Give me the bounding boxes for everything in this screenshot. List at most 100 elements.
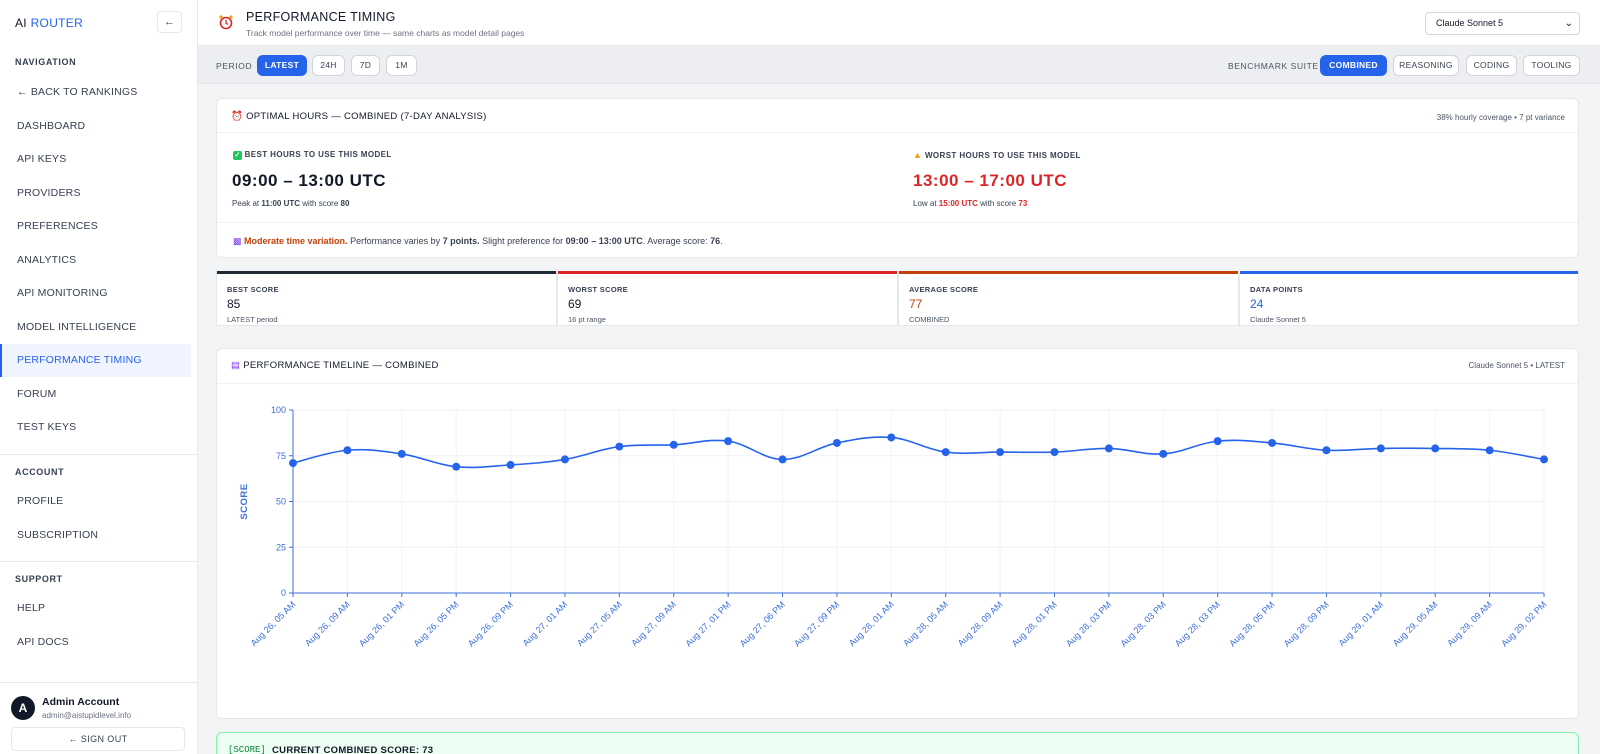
x-tick-label: Aug 26, 05 PM [411, 599, 460, 648]
sidebar-item-api-keys[interactable]: API KEYS [17, 153, 67, 165]
model-select[interactable]: Claude Sonnet 5 ⌄ [1425, 12, 1580, 35]
data-point [887, 433, 896, 442]
alarm-clock-icon [218, 14, 234, 30]
data-point [1268, 438, 1277, 447]
stat-label: DATA POINTS [1250, 285, 1303, 294]
page-subtitle: Track model performance over time — same… [246, 28, 525, 38]
stat-value: 85 [227, 297, 241, 311]
current-score-text: CURRENT COMBINED SCORE: 73 [272, 745, 434, 754]
suite-button-coding[interactable]: CODING [1466, 55, 1517, 76]
data-point [560, 455, 569, 464]
y-tick-label: 0 [281, 588, 286, 598]
data-point [1322, 446, 1331, 455]
period-button-1m[interactable]: 1M [386, 55, 417, 76]
x-tick-label: Aug 29, 09 AM [1445, 599, 1494, 648]
sidebar-item-forum[interactable]: FORUM [17, 387, 57, 400]
data-point [615, 442, 624, 451]
period-button-latest[interactable]: LATEST [257, 55, 307, 76]
sidebar-item-back-to-rankings[interactable]: ← BACK TO RANKINGS [17, 86, 138, 98]
stat-value: 77 [909, 297, 923, 311]
suite-button-reasoning[interactable]: REASONING [1393, 55, 1459, 76]
current-score-banner [216, 732, 1579, 754]
brand-logo[interactable]: AI ROUTER [15, 16, 83, 30]
x-tick-label: Aug 26, 05 AM [249, 599, 298, 648]
avatar[interactable]: A [11, 696, 35, 720]
stat-subtext: 16 pt range [568, 315, 606, 324]
stat-card-data-points: DATA POINTS 24 Claude Sonnet 5 [1239, 271, 1579, 326]
y-tick-label: 100 [271, 405, 286, 415]
optimal-hours-card [216, 98, 1579, 258]
data-point [397, 449, 406, 458]
divider [0, 682, 198, 683]
data-point [724, 437, 733, 446]
x-tick-label: Aug 28, 03 PM [1064, 599, 1113, 648]
divider [217, 132, 1578, 133]
period-label: PERIOD [216, 61, 253, 71]
sidebar-item-dashboard[interactable]: DASHBOARD [17, 119, 86, 132]
sidebar-item-analytics[interactable]: ANALYTICS [17, 253, 77, 266]
sidebar-item-preferences[interactable]: PREFERENCES [17, 220, 98, 232]
sidebar-item-test-keys[interactable]: TEST KEYS [17, 421, 77, 433]
suite-button-tooling[interactable]: TOOLING [1523, 55, 1580, 76]
sidebar-item-api-monitoring[interactable]: API MONITORING [17, 287, 108, 299]
bar-chart-icon: ▩ [233, 236, 242, 246]
account-heading: ACCOUNT [15, 467, 65, 477]
stat-label: AVERAGE SCORE [909, 285, 979, 294]
x-tick-label: Aug 29, 02 PM [1499, 599, 1548, 648]
timeline-meta: Claude Sonnet 5 • LATEST [1468, 361, 1565, 370]
sidebar: AI ROUTER ← NAVIGATION ← BACK TO RANKING… [0, 0, 198, 754]
data-point [1213, 437, 1222, 446]
stat-card-average-score: AVERAGE SCORE 77 COMBINED [898, 271, 1239, 326]
suite-label: BENCHMARK SUITE [1228, 61, 1319, 71]
divider [217, 383, 1578, 384]
sign-out-button[interactable]: ← SIGN OUT [11, 727, 185, 751]
data-point [1431, 444, 1440, 453]
sidebar-item-api-docs[interactable]: API DOCS [17, 635, 69, 648]
brand-main: AI [15, 16, 27, 30]
best-hours-heading: ✓ BEST HOURS TO USE THIS MODEL [233, 150, 392, 160]
data-point [1104, 444, 1113, 453]
data-point [832, 438, 841, 447]
data-point [996, 448, 1005, 457]
sidebar-item-performance-timing[interactable]: PERFORMANCE TIMING [0, 344, 191, 377]
sidebar-item-help[interactable]: HELP [17, 602, 46, 614]
sidebar-item-providers[interactable]: PROVIDERS [17, 186, 81, 199]
stat-card-best-score: BEST SCORE 85 LATEST period [216, 271, 557, 326]
stat-subtext: COMBINED [909, 315, 950, 324]
data-point [778, 455, 787, 464]
divider [217, 222, 1578, 223]
page-title: PERFORMANCE TIMING [246, 10, 396, 24]
period-button-24h[interactable]: 24H [312, 55, 345, 76]
x-tick-label: Aug 28, 05 AM [901, 599, 950, 648]
sidebar-item-model-intelligence[interactable]: MODEL INTELLIGENCE [17, 320, 137, 333]
brand-accent: ROUTER [30, 16, 84, 30]
x-tick-label: Aug 29, 01 AM [1336, 599, 1385, 648]
sidebar-item-profile[interactable]: PROFILE [17, 495, 64, 507]
worst-hours-heading: ▲ WORST HOURS TO USE THIS MODEL [913, 150, 1081, 160]
x-tick-label: Aug 27, 05 AM [575, 599, 624, 648]
suite-button-combined[interactable]: COMBINED [1320, 55, 1387, 76]
period-button-7d[interactable]: 7D [351, 55, 380, 76]
timeline-title: ▤ PERFORMANCE TIMELINE — COMBINED [231, 360, 439, 371]
data-point [941, 448, 950, 457]
worst-hours-detail: Low at 15:00 UTC with score 73 [913, 199, 1028, 208]
stat-accent-bar [558, 271, 897, 274]
sidebar-item-subscription[interactable]: SUBSCRIPTION [17, 528, 99, 541]
best-hours-detail: Peak at 11:00 UTC with score 80 [232, 199, 350, 208]
stat-accent-bar [899, 271, 1238, 274]
series-line [292, 436, 1545, 469]
stat-subtext: Claude Sonnet 5 [1250, 315, 1306, 324]
stat-value: 24 [1250, 297, 1264, 311]
collapse-sidebar-button[interactable]: ← [157, 11, 182, 33]
y-tick-label: 50 [276, 497, 286, 507]
check-icon: ✓ [233, 151, 242, 160]
alarm-clock-icon: ⏰ [231, 111, 244, 122]
optimal-hours-title: ⏰ OPTIMAL HOURS — COMBINED (7-DAY ANALYS… [231, 111, 487, 122]
support-heading: SUPPORT [15, 574, 63, 584]
x-tick-label: Aug 28, 09 AM [956, 599, 1005, 648]
x-tick-label: Aug 28, 01 AM [847, 599, 896, 648]
divider [0, 454, 198, 455]
account-email: admin@aistupidlevel.info [42, 711, 132, 720]
worst-hours-range: 13:00 – 17:00 UTC [913, 171, 1068, 190]
page-header [198, 0, 1600, 46]
